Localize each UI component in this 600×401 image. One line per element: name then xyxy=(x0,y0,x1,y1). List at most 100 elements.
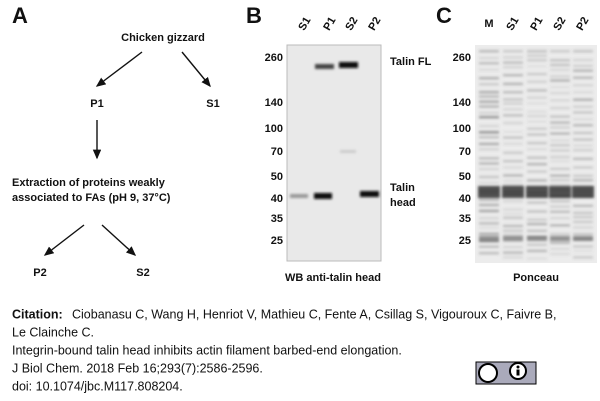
band xyxy=(527,249,547,253)
caption: WB anti-talin head xyxy=(285,272,381,284)
caption: Ponceau xyxy=(513,272,559,284)
band xyxy=(527,54,547,57)
marker-label: 25 xyxy=(271,235,283,247)
band xyxy=(573,184,593,188)
band xyxy=(503,136,523,139)
band xyxy=(573,232,593,236)
band xyxy=(527,89,547,92)
marker-label: 50 xyxy=(459,171,471,183)
band xyxy=(479,216,499,220)
band xyxy=(573,124,593,127)
band xyxy=(527,243,547,246)
band xyxy=(550,91,570,95)
band xyxy=(503,229,523,232)
lane-label: S2 xyxy=(551,15,568,33)
band xyxy=(526,186,548,198)
license-icon xyxy=(475,361,537,385)
band xyxy=(573,166,593,169)
band xyxy=(550,241,570,245)
band xyxy=(339,62,358,68)
band xyxy=(479,157,499,160)
band xyxy=(549,186,571,198)
marker-label: 70 xyxy=(271,146,283,158)
band xyxy=(550,224,570,227)
band xyxy=(479,56,499,60)
blot-bands xyxy=(290,62,379,199)
band xyxy=(479,100,499,103)
band xyxy=(479,222,499,225)
band-label: Talin FL xyxy=(390,56,432,68)
lane-label: S1 xyxy=(504,15,521,33)
band xyxy=(573,211,593,215)
band xyxy=(479,135,499,139)
band xyxy=(573,84,593,87)
band xyxy=(479,209,499,213)
arrow xyxy=(95,51,143,87)
band xyxy=(550,247,570,251)
band xyxy=(527,156,547,159)
band xyxy=(550,159,570,163)
band xyxy=(479,162,499,165)
band xyxy=(503,179,523,183)
band xyxy=(503,233,523,237)
band xyxy=(573,220,593,224)
band xyxy=(527,257,547,260)
band xyxy=(503,61,523,64)
band xyxy=(527,72,547,76)
band xyxy=(550,106,570,110)
band xyxy=(527,120,547,123)
band xyxy=(550,236,570,241)
band xyxy=(503,236,523,241)
band xyxy=(479,245,499,248)
band xyxy=(503,200,523,203)
band xyxy=(479,76,499,80)
band xyxy=(550,232,570,236)
band xyxy=(573,69,593,72)
arrow xyxy=(43,224,85,256)
band xyxy=(503,245,523,249)
band xyxy=(573,58,593,62)
band xyxy=(573,64,593,68)
band xyxy=(573,226,593,229)
band xyxy=(503,66,523,69)
band xyxy=(527,50,547,53)
band xyxy=(527,236,547,241)
marker-label: 260 xyxy=(453,52,471,64)
band xyxy=(550,139,570,142)
band-label: Talin xyxy=(390,182,415,194)
band xyxy=(503,151,523,155)
band xyxy=(573,90,593,94)
band xyxy=(573,204,593,208)
citation-text: Ciobanasu C, Wang H, Henriot V, Mathieu … xyxy=(72,307,557,321)
band xyxy=(479,148,499,151)
band xyxy=(573,245,593,248)
band xyxy=(573,249,593,253)
band xyxy=(479,83,499,86)
band xyxy=(573,98,593,101)
panel-label: B xyxy=(246,3,262,28)
panel-label: C xyxy=(436,3,452,28)
band xyxy=(479,236,499,241)
band xyxy=(503,208,523,211)
band xyxy=(527,110,547,114)
band xyxy=(527,201,547,204)
band xyxy=(479,124,499,128)
marker-label: 40 xyxy=(459,193,471,205)
band xyxy=(527,80,547,84)
band xyxy=(479,226,499,230)
band xyxy=(572,186,594,198)
lane-label: S2 xyxy=(343,15,360,33)
band xyxy=(550,174,570,177)
band xyxy=(503,56,523,59)
marker-label: 100 xyxy=(453,123,471,135)
band xyxy=(479,251,499,255)
band xyxy=(503,82,523,86)
lane-label: P1 xyxy=(528,15,545,33)
band xyxy=(503,174,523,177)
band xyxy=(550,210,570,214)
node: S2 xyxy=(136,267,149,279)
band xyxy=(479,62,499,65)
lane-label: M xyxy=(484,18,493,30)
band xyxy=(573,50,593,53)
band xyxy=(527,170,547,173)
